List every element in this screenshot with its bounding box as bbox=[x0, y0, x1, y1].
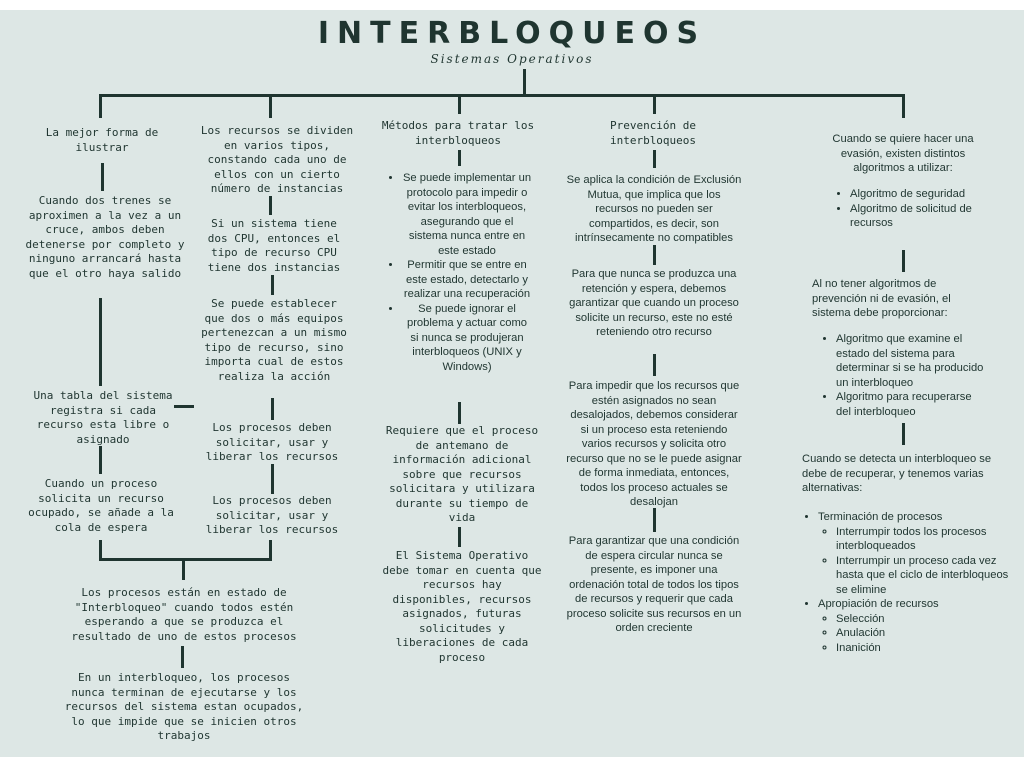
recover-item-termination: Terminación de procesos Interrumpir todo… bbox=[818, 510, 1010, 597]
diagram-canvas bbox=[0, 10, 1024, 757]
connector-col2-drop bbox=[269, 94, 272, 118]
col4-preempt-node: Para impedir que los recursos que estén … bbox=[566, 380, 742, 508]
connector-merge-bar bbox=[99, 558, 272, 561]
connector-c4-b bbox=[653, 245, 656, 265]
col2-types-node: Los recursos se dividen en varios tipos,… bbox=[200, 124, 354, 195]
connector-c3-b bbox=[458, 402, 461, 424]
connector-merge-stem bbox=[182, 558, 185, 580]
detect-item-2: Algoritmo para recuperarse del interbloq… bbox=[836, 390, 988, 419]
col1-heading: La mejor forma de ilustrar bbox=[45, 126, 159, 154]
col4-heading: Prevención de interbloqueos bbox=[609, 119, 697, 147]
recover-subitem: Selección bbox=[836, 612, 1010, 627]
method-item-1: Se puede implementar un protocolo para i… bbox=[402, 171, 532, 258]
connector-col1-drop bbox=[99, 94, 102, 118]
diagram-title: INTERBLOQUEOS bbox=[317, 16, 707, 51]
col5-recover-intro: Cuando se detecta un interbloqueo se deb… bbox=[802, 453, 992, 494]
col1-queue-node: Cuando un proceso solicita un recurso oc… bbox=[28, 477, 174, 534]
connector-c1-table-link bbox=[174, 405, 194, 408]
col4-mutex-node: Se aplica la condición de Exclusión Mutu… bbox=[566, 174, 742, 244]
avoid-item-1: Algoritmo de seguridad bbox=[850, 187, 982, 202]
diagram-subtitle: Sistemas Operativos bbox=[430, 52, 594, 66]
col1-trains-node: Cuando dos trenes se aproximen a la vez … bbox=[25, 194, 185, 280]
col3-info-node: Requiere que el proceso de antemano de i… bbox=[385, 424, 539, 524]
recover-subitem: Inanición bbox=[836, 641, 1010, 656]
connector-c2-c bbox=[271, 398, 274, 420]
col2-cpu-node: Si un sistema tiene dos CPU, entonces el… bbox=[207, 217, 341, 274]
col3-heading: Métodos para tratar los interbloqueos bbox=[381, 119, 535, 147]
connector-col4-drop bbox=[653, 94, 656, 114]
col5-recover-list: Terminación de procesos Interrumpir todo… bbox=[800, 510, 1010, 655]
col4-circular-node: Para garantizar que una condición de esp… bbox=[566, 535, 742, 634]
connector-col5-drop bbox=[902, 94, 905, 118]
col2-usage-node-1: Los procesos deben solicitar, usar y lib… bbox=[205, 421, 339, 463]
detect-item-1: Algoritmo que examine el estado del sist… bbox=[836, 332, 988, 390]
col5-detect-list: Algoritmo que examine el estado del sist… bbox=[818, 332, 988, 419]
recover-subitem: Interrumpir un proceso cada vez hasta qu… bbox=[836, 554, 1010, 598]
col1-consequence-node: En un interbloqueo, los procesos nunca t… bbox=[64, 671, 304, 742]
col5-detect-intro: Al no tener algoritmos de prevención ni … bbox=[812, 278, 951, 319]
connector-merge-left bbox=[99, 540, 102, 560]
connector-c4-c bbox=[653, 354, 656, 376]
connector-c1-d bbox=[181, 646, 184, 668]
connector-c1-b bbox=[99, 298, 102, 386]
connector-c5-b bbox=[902, 423, 905, 445]
connector-c3-a bbox=[458, 150, 461, 166]
col3-os-node: El Sistema Operativo debe tomar en cuent… bbox=[382, 549, 542, 664]
connector-c5-a bbox=[902, 250, 905, 272]
col5-avoid-list: Algoritmo de seguridad Algoritmo de soli… bbox=[832, 187, 982, 231]
col4-hold-node: Para que nunca se produzca una retención… bbox=[569, 268, 739, 338]
connector-c1-c bbox=[99, 446, 102, 474]
col2-equipment-node: Se puede establecer que dos o más equipo… bbox=[201, 297, 347, 383]
method-item-3: Se puede ignorar el problema y actuar co… bbox=[402, 302, 532, 375]
connector-c4-d bbox=[653, 508, 656, 532]
method-item-2: Permitir que se entre en este estado, de… bbox=[402, 258, 532, 302]
col1-state-node: Los procesos están en estado de "Interbl… bbox=[71, 586, 297, 643]
connector-top-branch bbox=[99, 94, 905, 97]
connector-c2-a bbox=[269, 196, 272, 215]
col2-usage-node-2: Los procesos deben solicitar, usar y lib… bbox=[205, 494, 339, 536]
connector-c4-a bbox=[653, 150, 656, 168]
recover-item-termination-label: Terminación de procesos bbox=[818, 511, 943, 523]
connector-c1-a bbox=[101, 163, 104, 191]
connector-title-stem bbox=[523, 69, 526, 96]
recover-item-appropriation-label: Apropiación de recursos bbox=[818, 598, 939, 610]
connector-col3-drop bbox=[458, 94, 461, 114]
connector-merge-right bbox=[269, 540, 272, 560]
connector-c2-b bbox=[271, 275, 274, 295]
col3-methods-list: Se puede implementar un protocolo para i… bbox=[372, 171, 532, 374]
recover-subitem: Anulación bbox=[836, 626, 1010, 641]
recover-item-appropriation: Apropiación de recursos Selección Anulac… bbox=[818, 597, 1010, 655]
connector-c2-d bbox=[271, 464, 274, 494]
connector-c3-c bbox=[458, 527, 461, 547]
col1-table-node: Una tabla del sistema registra si cada r… bbox=[33, 389, 173, 446]
col5-avoid-intro: Cuando se quiere hacer una evasión, exis… bbox=[832, 133, 974, 174]
avoid-item-2: Algoritmo de solicitud de recursos bbox=[850, 202, 982, 231]
recover-subitem: Interrumpir todos los procesos interbloq… bbox=[836, 525, 1010, 554]
